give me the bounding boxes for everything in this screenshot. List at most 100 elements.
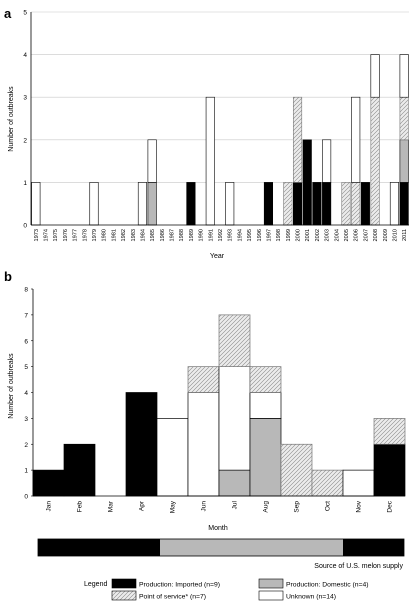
bar-segment-service [341, 182, 351, 226]
panel-a-y-axis-title: Number of outbreaks [8, 86, 15, 152]
x-tick-label: 1977 [73, 229, 79, 241]
bar-segment-service [351, 182, 361, 226]
bar-segment-imported [399, 182, 409, 226]
bar-segment-service [218, 314, 251, 367]
bar-segment-service [373, 418, 406, 445]
bar-segment-unknown [31, 182, 41, 226]
legend-swatch-imported [111, 578, 137, 589]
x-tick-label: 1978 [82, 229, 88, 241]
y-tick-label: 2 [24, 442, 28, 449]
legend-swatch-domestic [258, 578, 284, 589]
y-tick-label: 7 [24, 312, 28, 319]
bar-segment-domestic [147, 182, 157, 226]
bar-segment-unknown [156, 418, 189, 497]
bar-segment-service [370, 96, 380, 226]
x-tick-label: 1995 [247, 229, 253, 241]
y-tick-label: 3 [23, 95, 27, 102]
bar-segment-unknown [225, 182, 235, 226]
x-tick-label: 1993 [228, 229, 234, 241]
x-tick-label: 1982 [121, 229, 127, 241]
x-tick-label: 2000 [296, 229, 302, 241]
x-tick-label: 1974 [44, 229, 50, 241]
x-tick-label: Jul [232, 500, 239, 509]
legend-label-imported: Production: Imported (n=9) [139, 582, 220, 589]
bar-segment-unknown [187, 392, 220, 497]
x-tick-label: 1976 [63, 229, 69, 241]
supply-segment [343, 539, 404, 556]
panel-a-x-tick-labels: 1973 1974 1975 1976 1977 1978 1979 1980 1981 1982… [34, 229, 408, 241]
x-tick-label: 2004 [334, 229, 340, 241]
panel-a-bars [31, 54, 409, 226]
x-tick-label: 1983 [131, 229, 137, 241]
legend-label-domestic: Production: Domestic (n=4) [286, 582, 369, 589]
x-tick-label: 1996 [257, 229, 263, 241]
y-tick-label: 5 [23, 10, 27, 17]
x-tick-label: May [170, 500, 177, 513]
x-tick-label: 1988 [179, 229, 185, 241]
bar-segment-unknown [218, 366, 251, 471]
x-tick-label: 1990 [199, 229, 205, 241]
bar-segment-service [249, 366, 282, 393]
bar-segment-service [280, 443, 313, 497]
x-tick-label: 2003 [325, 229, 331, 241]
legend-label-unknown: Unknown (n=14) [286, 594, 336, 601]
y-tick-label: 0 [24, 494, 28, 501]
x-tick-label: 1994 [237, 229, 243, 241]
x-tick-label: 1997 [266, 229, 272, 241]
x-tick-label: 1989 [189, 229, 195, 241]
bar-segment-imported [263, 182, 274, 226]
bar-segment-imported [125, 392, 158, 497]
legend-title: Legend [84, 581, 107, 588]
x-tick-label: 2006 [354, 229, 360, 241]
bar-segment-imported [32, 469, 65, 497]
x-tick-label: 1992 [218, 229, 224, 241]
x-tick-label: Dec [387, 500, 394, 512]
bar-segment-service [187, 366, 220, 393]
bar-segment-service [311, 469, 344, 497]
x-tick-label: Jan [46, 501, 53, 512]
x-tick-label: 2008 [373, 229, 379, 241]
y-tick-label: 2 [23, 137, 27, 144]
supply-segment [38, 539, 160, 556]
panel-a-axes [30, 12, 409, 226]
x-tick-label: 1980 [102, 229, 108, 241]
panel-b-chart: b Number of outbreaks Month 0 1 2 3 4 5 6 7 8 Ja… [4, 269, 406, 532]
bar-segment-imported [302, 139, 312, 226]
panel-b-bars [32, 314, 406, 497]
x-tick-label: 1987 [170, 229, 176, 241]
x-tick-label: 2002 [315, 229, 321, 241]
x-tick-label: Oct [325, 501, 332, 511]
x-tick-label: 1985 [150, 229, 156, 241]
x-tick-label: 2009 [383, 229, 389, 241]
bar-segment-imported [63, 443, 96, 497]
legend-swatch-service [111, 590, 137, 601]
x-tick-label: Apr [139, 500, 146, 511]
bar-segment-unknown [322, 139, 332, 183]
panel-b-x-axis-title: Month [208, 525, 228, 532]
x-tick-label: 2005 [344, 229, 350, 241]
x-tick-label: 1975 [53, 229, 59, 241]
bar-segment-unknown [205, 96, 215, 226]
x-tick-label: Feb [77, 501, 84, 513]
legend-swatch-unknown [258, 590, 284, 601]
bar-segment-service [283, 182, 293, 226]
bar-segment-unknown [137, 182, 148, 226]
x-tick-label: 1986 [160, 229, 166, 241]
panel-b-y-axis-title: Number of outbreaks [8, 353, 15, 419]
x-tick-label: Jun [201, 501, 208, 512]
y-tick-label: 3 [24, 416, 28, 423]
y-tick-label: 1 [24, 468, 28, 475]
panel-b-y-tick-labels: 0 1 2 3 4 5 6 7 8 [24, 287, 33, 501]
y-tick-label: 4 [24, 390, 28, 397]
y-tick-label: 0 [23, 223, 27, 230]
x-tick-label: Aug [263, 501, 270, 513]
bar-segment-imported [292, 182, 303, 226]
bar-segment-domestic [249, 418, 282, 497]
x-tick-label: 2007 [363, 229, 369, 241]
bar-segment-service [399, 96, 409, 141]
x-tick-label: 2001 [305, 229, 311, 241]
x-tick-label: Mar [108, 500, 115, 512]
bar-segment-service [292, 96, 303, 183]
melon-supply-segments [37, 538, 405, 557]
